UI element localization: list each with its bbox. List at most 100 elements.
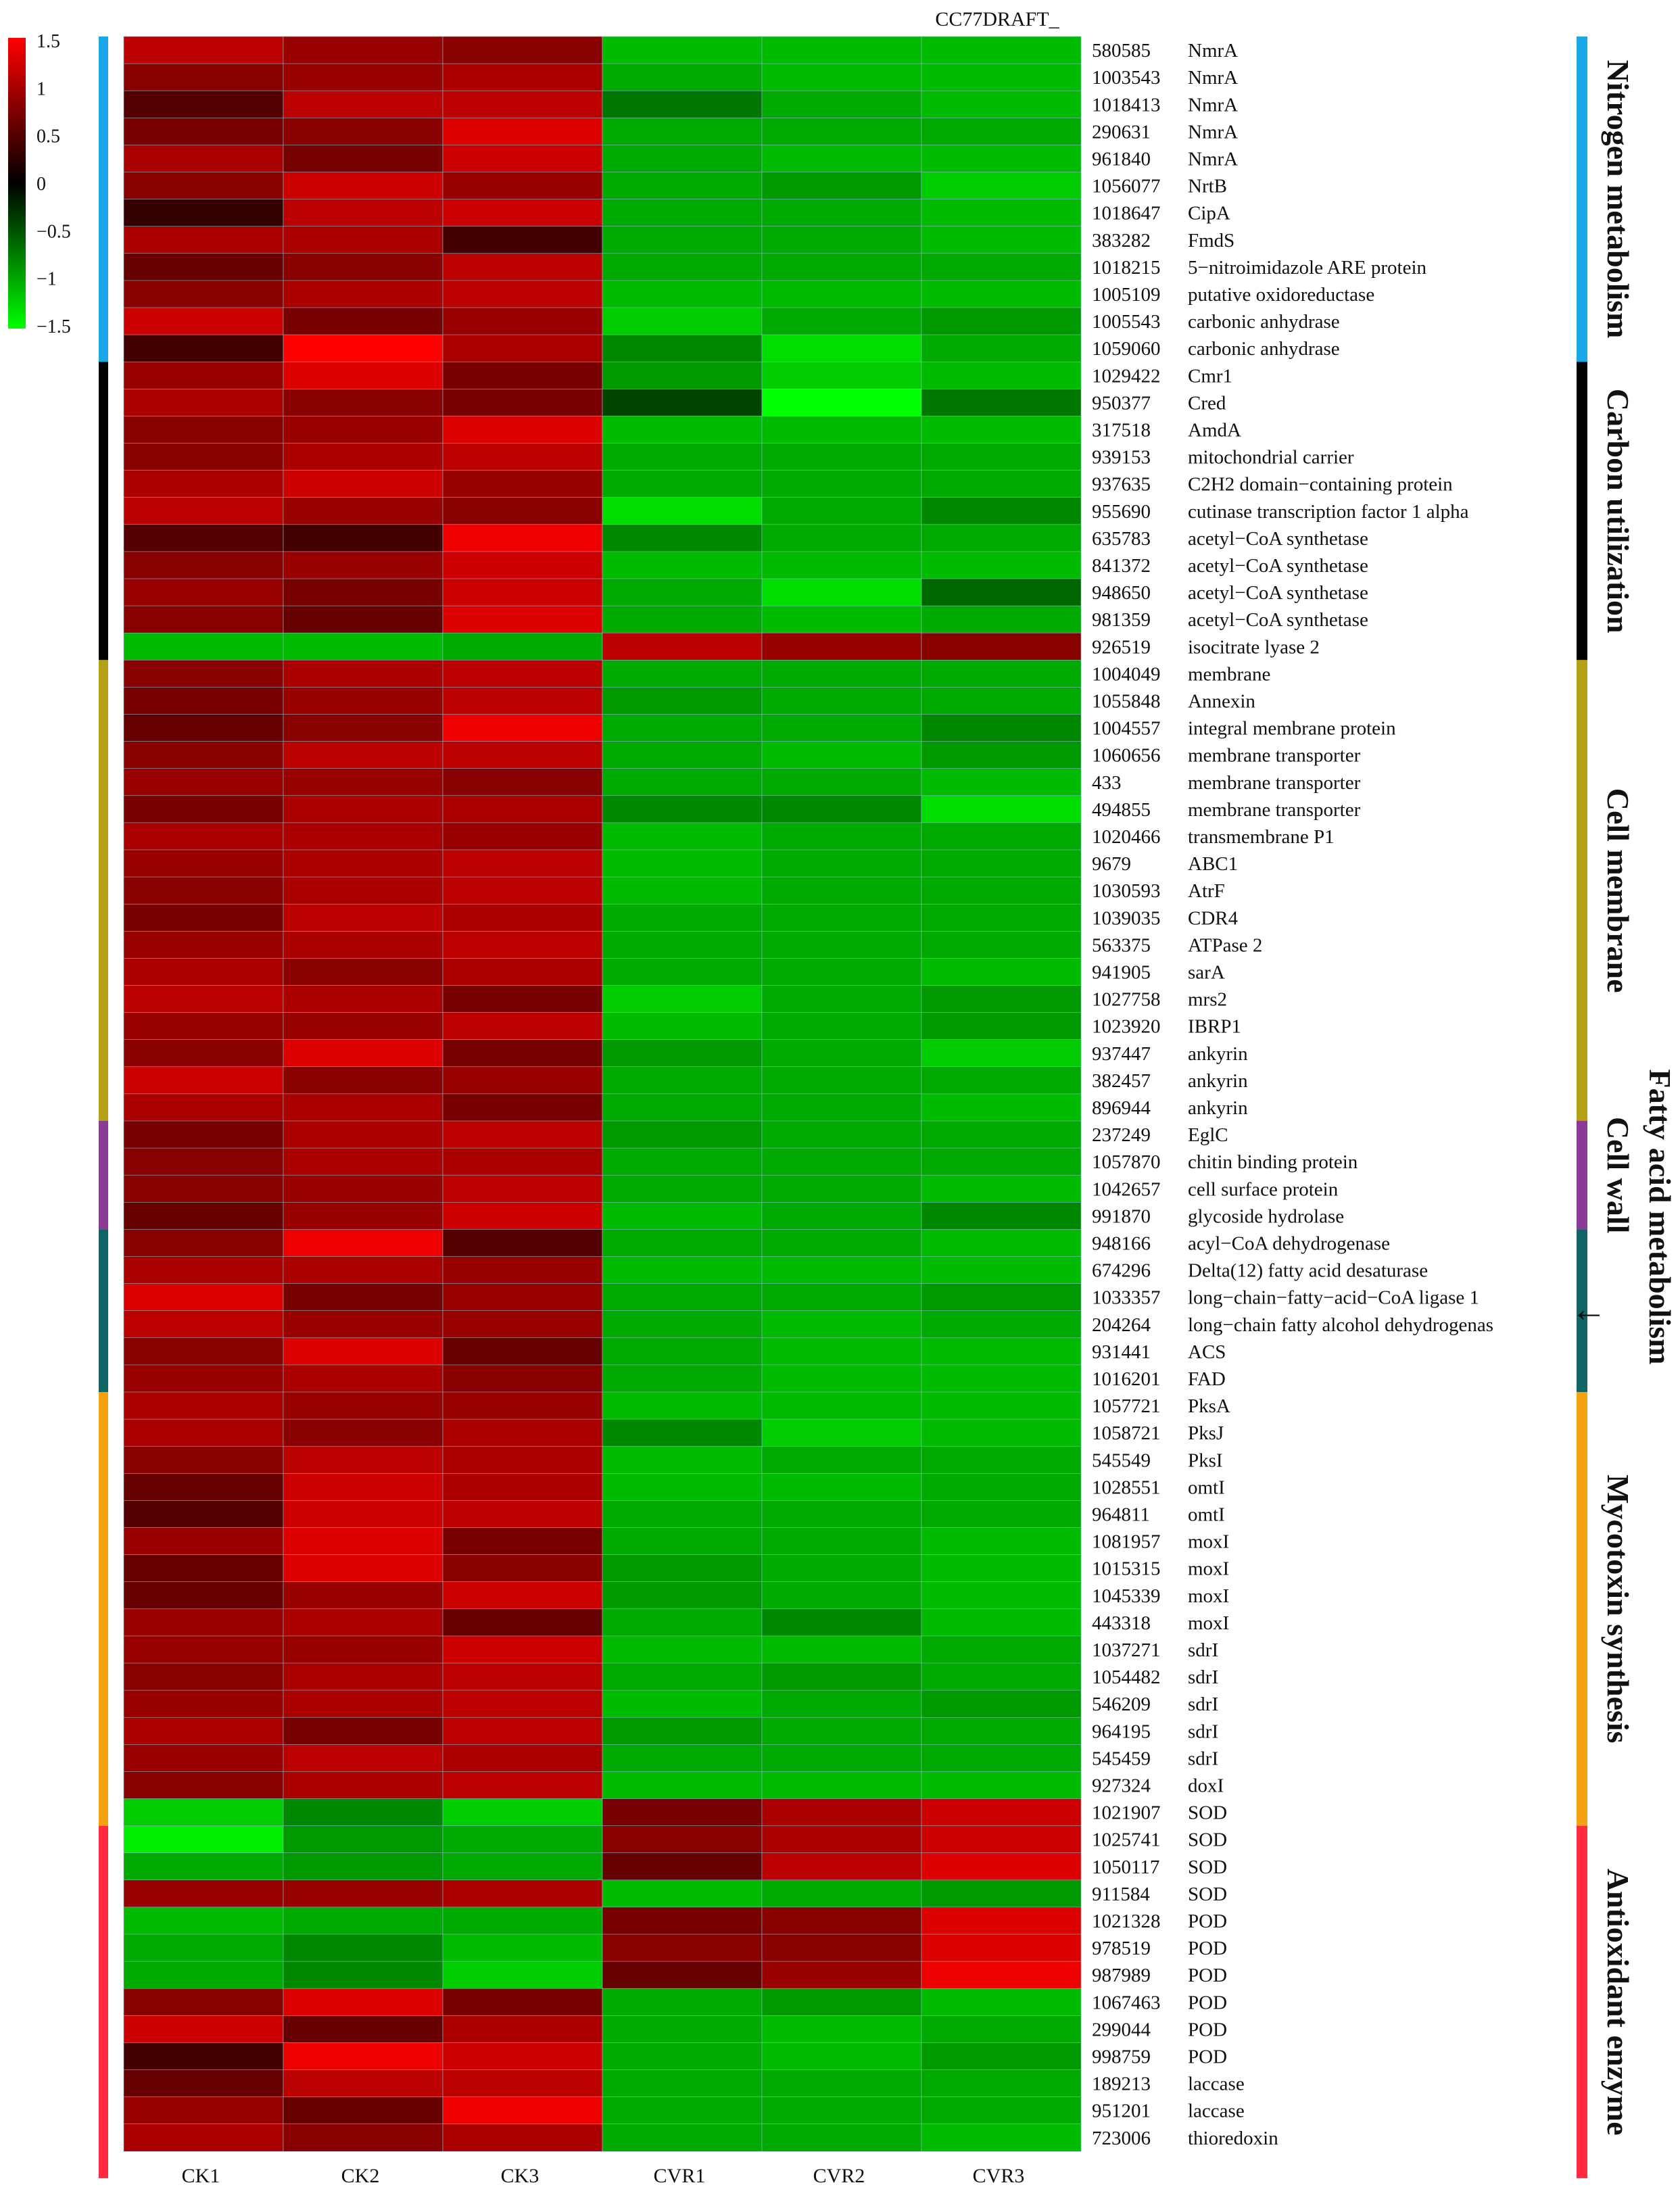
heatmap-cell bbox=[123, 361, 284, 390]
row-name-label: acetyl−CoA synthetase bbox=[1188, 528, 1368, 550]
row-name-label: carbonic anhydrase bbox=[1188, 311, 1340, 333]
heatmap-cell bbox=[921, 551, 1082, 579]
heatmap-cell bbox=[602, 2069, 763, 2098]
row-id-label: 1021907 bbox=[1092, 1802, 1161, 1824]
heatmap-cell bbox=[602, 1229, 763, 1257]
row-id-label: 1059060 bbox=[1092, 338, 1161, 360]
heatmap-cell bbox=[761, 1771, 922, 1800]
heatmap-cell bbox=[602, 63, 763, 91]
heatmap-cell bbox=[123, 1039, 284, 1068]
heatmap-cell bbox=[761, 2096, 922, 2125]
heatmap-cell bbox=[442, 958, 603, 986]
heatmap-cell bbox=[602, 741, 763, 769]
row-id-label: 545459 bbox=[1092, 1748, 1151, 1769]
row-name-label: C2H2 domain−containing protein bbox=[1188, 474, 1453, 496]
heatmap-cell bbox=[602, 2015, 763, 2044]
row-id-label: 1029422 bbox=[1092, 365, 1161, 387]
heatmap-cell bbox=[921, 416, 1082, 444]
heatmap-cell bbox=[123, 1554, 284, 1583]
colorbar-tick-label: 0.5 bbox=[37, 126, 60, 147]
heatmap-cell bbox=[921, 1418, 1082, 1447]
column-labels: CK1 CK2 CK3 CVR1 CVR2 CVR3 bbox=[182, 2165, 1025, 2187]
left-group-bar bbox=[99, 362, 108, 661]
row-name-label: transmembrane P1 bbox=[1188, 826, 1335, 848]
right-group-annotations: Nitrogen metabolism Carbon utilization Cel… bbox=[1570, 37, 1677, 2178]
row-name-label: ankyrin bbox=[1188, 1097, 1248, 1119]
heatmap-cell bbox=[442, 1852, 603, 1881]
heatmap-cell bbox=[123, 524, 284, 552]
heatmap-cell bbox=[283, 497, 443, 525]
heatmap-cell bbox=[602, 1662, 763, 1691]
row-id-label: 1081957 bbox=[1092, 1531, 1161, 1553]
heatmap-cell bbox=[442, 1093, 603, 1122]
row-name-label: AmdA bbox=[1188, 419, 1241, 441]
heatmap-cell bbox=[761, 90, 922, 119]
heatmap-cell bbox=[761, 280, 922, 308]
heatmap-cell bbox=[761, 416, 922, 444]
group-pointer-arrow: ← bbox=[1570, 1289, 1607, 1330]
row-name-label: sdrI bbox=[1188, 1721, 1218, 1742]
heatmap-cell bbox=[602, 958, 763, 986]
row-id-label: 382457 bbox=[1092, 1070, 1151, 1092]
heatmap-cell bbox=[442, 1445, 603, 1474]
row-id-label: 1021328 bbox=[1092, 1911, 1161, 1932]
row-name-label: glycoside hydrolase bbox=[1188, 1205, 1344, 1227]
row-id-label: 948650 bbox=[1092, 582, 1151, 604]
row-id-label: 948166 bbox=[1092, 1232, 1151, 1254]
heatmap-cell bbox=[602, 931, 763, 959]
heatmap-cell bbox=[442, 1012, 603, 1040]
heatmap-cell bbox=[442, 795, 603, 823]
heatmap-cell bbox=[442, 1391, 603, 1420]
heatmap-cell bbox=[761, 1039, 922, 1068]
heatmap-cell bbox=[123, 1174, 284, 1203]
heatmap-cell bbox=[921, 1364, 1082, 1393]
heatmap-cell bbox=[761, 1147, 922, 1176]
heatmap-cell bbox=[283, 822, 443, 850]
row-id-label: 1023920 bbox=[1092, 1016, 1161, 1038]
heatmap-cell bbox=[123, 1418, 284, 1447]
heatmap-cell bbox=[602, 334, 763, 363]
heatmap-cell bbox=[123, 1500, 284, 1529]
heatmap-cell bbox=[602, 551, 763, 579]
heatmap-cell bbox=[283, 1744, 443, 1773]
row-id-label: 937447 bbox=[1092, 1043, 1151, 1065]
right-group-bar bbox=[1577, 1392, 1587, 1826]
heatmap-cell bbox=[123, 1445, 284, 1474]
row-name-label: ankyrin bbox=[1188, 1070, 1248, 1092]
heatmap-cell bbox=[761, 1391, 922, 1420]
left-group-bar bbox=[99, 1392, 108, 1826]
heatmap-cell bbox=[283, 36, 443, 64]
row-id-label: 1067463 bbox=[1092, 1992, 1161, 2013]
heatmap-cell bbox=[921, 1635, 1082, 1664]
heatmap-cell bbox=[123, 334, 284, 363]
heatmap-cell bbox=[761, 388, 922, 417]
heatmap-cell bbox=[761, 226, 922, 254]
row-id-label: 1028551 bbox=[1092, 1477, 1161, 1498]
heatmap-cell bbox=[442, 2042, 603, 2071]
heatmap-cell bbox=[283, 1202, 443, 1230]
row-name-label: PksJ bbox=[1188, 1422, 1224, 1444]
row-id-label: 9679 bbox=[1092, 853, 1131, 875]
heatmap-cell bbox=[761, 1202, 922, 1230]
row-id-label: 580585 bbox=[1092, 40, 1151, 62]
row-id-label: 1025741 bbox=[1092, 1829, 1161, 1851]
left-group-bars bbox=[99, 37, 108, 2178]
row-id-label: 1037271 bbox=[1092, 1639, 1161, 1661]
heatmap-cell bbox=[602, 822, 763, 850]
row-name-label: acetyl−CoA synthetase bbox=[1188, 582, 1368, 604]
row-id-label: 964811 bbox=[1092, 1504, 1150, 1525]
right-group-bar bbox=[1577, 1229, 1587, 1392]
heatmap-cell bbox=[761, 687, 922, 715]
row-id-label: 951201 bbox=[1092, 2101, 1151, 2122]
heatmap-cell bbox=[761, 768, 922, 796]
right-group-bar bbox=[1577, 1825, 1587, 2178]
heatmap-cell bbox=[761, 1229, 922, 1257]
heatmap-cell bbox=[123, 578, 284, 606]
heatmap-cell bbox=[761, 118, 922, 146]
heatmap-cell bbox=[921, 36, 1082, 64]
heatmap-cell bbox=[442, 1879, 603, 1908]
heatmap-cell bbox=[761, 1635, 922, 1664]
heatmap-cell bbox=[602, 1418, 763, 1447]
row-name-label: mrs2 bbox=[1188, 989, 1227, 1011]
heatmap-cell bbox=[283, 280, 443, 308]
